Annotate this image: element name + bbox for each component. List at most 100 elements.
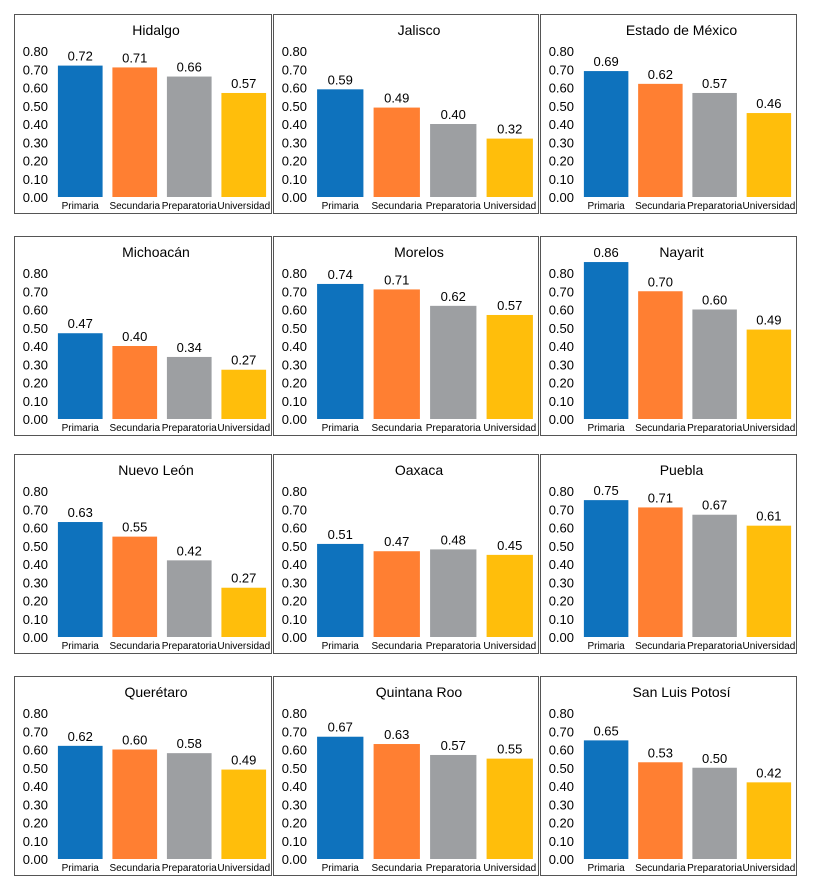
y-tick-label: 0.50: [282, 321, 307, 336]
bar-chart: Estado de México 0.00 0.10 0.20 0.30 0.40 0.50…: [549, 22, 796, 212]
y-tick-label: 0.50: [549, 99, 574, 114]
bar: [430, 549, 477, 637]
x-category-label: Universidad: [217, 201, 270, 212]
data-label: 0.57: [231, 76, 256, 91]
y-tick-label: 0.80: [23, 484, 48, 499]
chart-panel: Nuevo León 0.00 0.10 0.20 0.30 0.40 0.50 0.60 0.…: [14, 454, 272, 654]
bar: [221, 92, 267, 197]
bar: [112, 346, 158, 419]
y-tick-label: 0.00: [549, 190, 574, 205]
data-label: 0.53: [648, 745, 673, 760]
bar: [166, 753, 212, 859]
y-tick-label: 0.80: [549, 266, 574, 281]
y-tick-label: 0.10: [23, 394, 48, 409]
bar: [746, 525, 792, 637]
data-label: 0.32: [497, 122, 522, 137]
x-category-label: Primaria: [62, 641, 100, 652]
x-category-label: Secundaria: [635, 863, 686, 874]
y-tick-label: 0.70: [23, 502, 48, 517]
y-tick-label: 0.30: [549, 357, 574, 372]
x-category-label: Preparatoria: [426, 641, 481, 652]
bar-chart: Quintana Roo 0.00 0.10 0.20 0.30 0.40 0.50 0.60…: [282, 684, 536, 874]
data-label: 0.67: [702, 498, 727, 513]
bar: [638, 83, 683, 197]
data-label: 0.40: [122, 329, 147, 344]
y-tick-label: 0.10: [549, 394, 574, 409]
y-tick-label: 0.40: [282, 779, 307, 794]
chart-panel: Jalisco 0.00 0.10 0.20 0.30 0.40 0.50 0.60 0.70 0…: [273, 14, 539, 214]
x-category-label: Preparatoria: [687, 641, 742, 652]
y-tick-label: 0.50: [549, 761, 574, 776]
y-tick-label: 0.10: [282, 612, 307, 627]
chart-title: Nuevo León: [118, 462, 194, 478]
data-label: 0.46: [756, 96, 781, 111]
bar: [583, 262, 629, 419]
y-tick-label: 0.70: [23, 724, 48, 739]
data-label: 0.62: [441, 289, 466, 304]
bar: [638, 762, 683, 859]
x-category-label: Secundaria: [109, 201, 160, 212]
chart-panel: Estado de México 0.00 0.10 0.20 0.30 0.40 0.50…: [540, 14, 797, 214]
x-category-label: Primaria: [588, 863, 626, 874]
bar: [583, 500, 629, 637]
y-tick-label: 0.00: [23, 412, 48, 427]
y-tick-label: 0.30: [23, 575, 48, 590]
x-category-label: Secundaria: [371, 423, 422, 434]
bar: [221, 369, 267, 419]
chart-panel: Oaxaca 0.00 0.10 0.20 0.30 0.40 0.50 0.60 0.70 0.…: [273, 454, 539, 654]
y-tick-label: 0.00: [23, 630, 48, 645]
y-tick-label: 0.70: [549, 724, 574, 739]
bar-chart: Nuevo León 0.00 0.10 0.20 0.30 0.40 0.50 0.60 0.…: [23, 462, 270, 652]
bar: [692, 514, 737, 637]
y-tick-label: 0.00: [23, 852, 48, 867]
bar: [746, 113, 792, 197]
bar: [166, 356, 212, 419]
x-category-label: Preparatoria: [687, 423, 742, 434]
y-tick-label: 0.70: [23, 62, 48, 77]
x-category-label: Secundaria: [635, 201, 686, 212]
x-category-label: Preparatoria: [162, 863, 217, 874]
bar: [221, 587, 267, 637]
y-tick-label: 0.60: [282, 303, 307, 318]
x-category-label: Preparatoria: [687, 863, 742, 874]
x-category-label: Preparatoria: [426, 423, 481, 434]
y-tick-label: 0.70: [549, 502, 574, 517]
x-category-label: Secundaria: [109, 641, 160, 652]
bar: [486, 138, 533, 197]
data-label: 0.55: [497, 742, 522, 757]
bar-chart: Jalisco 0.00 0.10 0.20 0.30 0.40 0.50 0.60 0.70 0…: [282, 22, 536, 212]
data-label: 0.69: [593, 54, 618, 69]
y-tick-label: 0.00: [282, 852, 307, 867]
y-tick-label: 0.40: [549, 779, 574, 794]
y-tick-label: 0.10: [23, 834, 48, 849]
y-tick-label: 0.50: [23, 99, 48, 114]
y-tick-label: 0.00: [549, 630, 574, 645]
bar: [746, 782, 792, 859]
y-tick-label: 0.80: [549, 44, 574, 59]
data-label: 0.27: [231, 571, 256, 586]
y-tick-label: 0.60: [282, 521, 307, 536]
x-category-label: Primaria: [62, 423, 100, 434]
chart-title: San Luis Potosí: [632, 684, 730, 700]
y-tick-label: 0.60: [23, 303, 48, 318]
chart-title: Hidalgo: [132, 22, 180, 38]
y-tick-label: 0.20: [549, 154, 574, 169]
bar: [373, 107, 420, 197]
bar-chart: San Luis Potosí 0.00 0.10 0.20 0.30 0.40 0.50 0…: [549, 684, 796, 874]
data-label: 0.65: [593, 723, 618, 738]
bar: [317, 543, 364, 637]
data-label: 0.49: [756, 313, 781, 328]
y-tick-label: 0.40: [23, 117, 48, 132]
x-category-label: Primaria: [62, 201, 100, 212]
y-tick-label: 0.10: [549, 834, 574, 849]
bar: [486, 758, 533, 859]
y-tick-label: 0.70: [549, 284, 574, 299]
y-tick-label: 0.80: [23, 44, 48, 59]
data-label: 0.63: [68, 505, 93, 520]
data-label: 0.61: [756, 509, 781, 524]
y-tick-label: 0.10: [282, 172, 307, 187]
bar: [430, 124, 477, 197]
y-tick-label: 0.80: [282, 706, 307, 721]
chart-title: Oaxaca: [395, 462, 443, 478]
y-tick-label: 0.50: [23, 539, 48, 554]
